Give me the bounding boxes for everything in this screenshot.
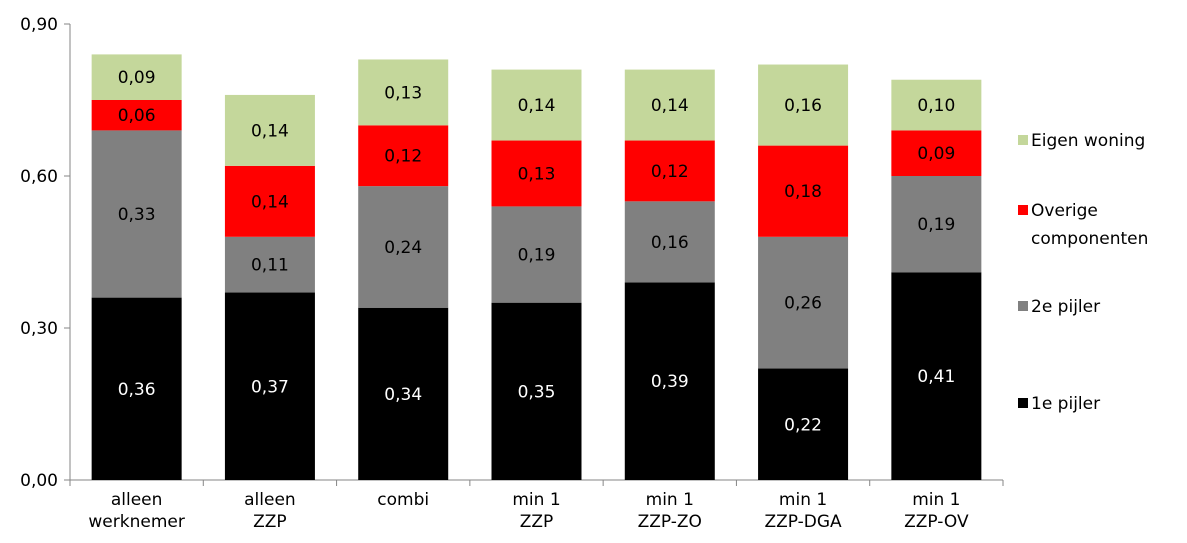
- legend-swatch: [1018, 205, 1028, 215]
- bar-segment: [224, 165, 315, 237]
- data-label: 0,14: [651, 96, 689, 116]
- data-label: 0,41: [917, 367, 955, 387]
- bar-segment: [624, 140, 715, 202]
- bar-segment: [758, 64, 849, 146]
- x-category-label: ZZP: [253, 512, 287, 532]
- data-label: 0,13: [518, 164, 556, 184]
- legend-label: Overige: [1031, 201, 1098, 221]
- x-category-label: werknemer: [88, 512, 184, 532]
- bar-segment: [758, 368, 849, 480]
- legend-swatch: [1018, 301, 1028, 311]
- x-category-label: ZZP-ZO: [638, 512, 702, 532]
- x-category-label: alleen: [244, 490, 296, 510]
- data-label: 0,12: [651, 162, 689, 182]
- x-category-label: min 1: [779, 490, 827, 510]
- x-category-label: combi: [377, 490, 429, 510]
- bar-segment: [224, 236, 315, 293]
- x-category-label: ZZP: [520, 512, 554, 532]
- bar-segment: [491, 302, 582, 480]
- bar-segment: [624, 69, 715, 141]
- bar-segment: [224, 292, 315, 480]
- bar-segment: [624, 282, 715, 480]
- data-label: 0,16: [784, 96, 822, 116]
- bar-segment: [891, 176, 982, 273]
- data-label: 0,33: [118, 205, 156, 225]
- bar-segment: [624, 201, 715, 283]
- x-category-label: min 1: [646, 490, 694, 510]
- data-label: 0,34: [384, 385, 422, 405]
- bar-segment: [758, 236, 849, 369]
- data-label: 0,39: [651, 372, 689, 392]
- bar-segment: [358, 307, 449, 480]
- data-label: 0,19: [917, 215, 955, 235]
- data-label: 0,36: [118, 380, 156, 400]
- legend-swatch: [1018, 398, 1028, 408]
- bar-segment: [91, 54, 182, 100]
- data-label: 0,16: [651, 233, 689, 253]
- data-label: 0,09: [118, 68, 156, 88]
- bar-segment: [891, 130, 982, 176]
- data-label: 0,13: [384, 83, 422, 103]
- bar-segment: [358, 125, 449, 187]
- data-label: 0,26: [784, 294, 822, 314]
- bar-segment: [91, 100, 182, 131]
- bar-segment: [491, 69, 582, 141]
- bar-segment: [491, 140, 582, 207]
- data-label: 0,14: [251, 192, 289, 212]
- bar-segment: [491, 206, 582, 303]
- data-label: 0,14: [251, 121, 289, 141]
- x-category-label: alleen: [111, 490, 163, 510]
- bar-segment: [758, 145, 849, 237]
- y-tick-label: 0,60: [20, 167, 58, 187]
- y-tick-label: 0,90: [20, 15, 58, 35]
- data-label: 0,11: [251, 256, 289, 276]
- data-label: 0,14: [518, 96, 556, 116]
- bar-segment: [224, 94, 315, 166]
- legend-label: componenten: [1031, 229, 1148, 249]
- data-label: 0,12: [384, 147, 422, 167]
- data-label: 0,22: [784, 415, 822, 435]
- legend-swatch: [1018, 135, 1028, 145]
- legend-label: Eigen woning: [1031, 131, 1145, 151]
- x-category-label: ZZP-OV: [904, 512, 969, 532]
- bar-segment: [91, 130, 182, 298]
- data-label: 0,10: [917, 96, 955, 116]
- data-label: 0,06: [118, 106, 156, 126]
- data-label: 0,09: [917, 144, 955, 164]
- legend-label: 1e pijler: [1031, 394, 1100, 414]
- x-category-label: ZZP-DGA: [764, 512, 842, 532]
- bar-segment: [91, 297, 182, 480]
- data-label: 0,24: [384, 238, 422, 258]
- y-tick-label: 0,30: [20, 319, 58, 339]
- data-label: 0,37: [251, 377, 289, 397]
- y-tick-label: 0,00: [20, 471, 58, 491]
- bar-segment: [358, 59, 449, 126]
- legend-label: 2e pijler: [1031, 297, 1100, 317]
- x-category-label: min 1: [912, 490, 960, 510]
- data-label: 0,35: [518, 382, 556, 402]
- data-label: 0,18: [784, 182, 822, 202]
- bar-segment: [891, 272, 982, 480]
- data-label: 0,19: [518, 246, 556, 266]
- x-category-label: min 1: [512, 490, 560, 510]
- bar-segment: [891, 79, 982, 131]
- bar-segment: [358, 186, 449, 308]
